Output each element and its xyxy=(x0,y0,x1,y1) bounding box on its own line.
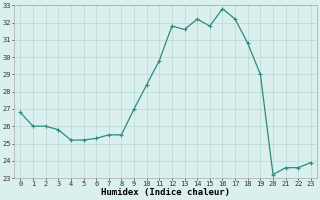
X-axis label: Humidex (Indice chaleur): Humidex (Indice chaleur) xyxy=(101,188,230,197)
